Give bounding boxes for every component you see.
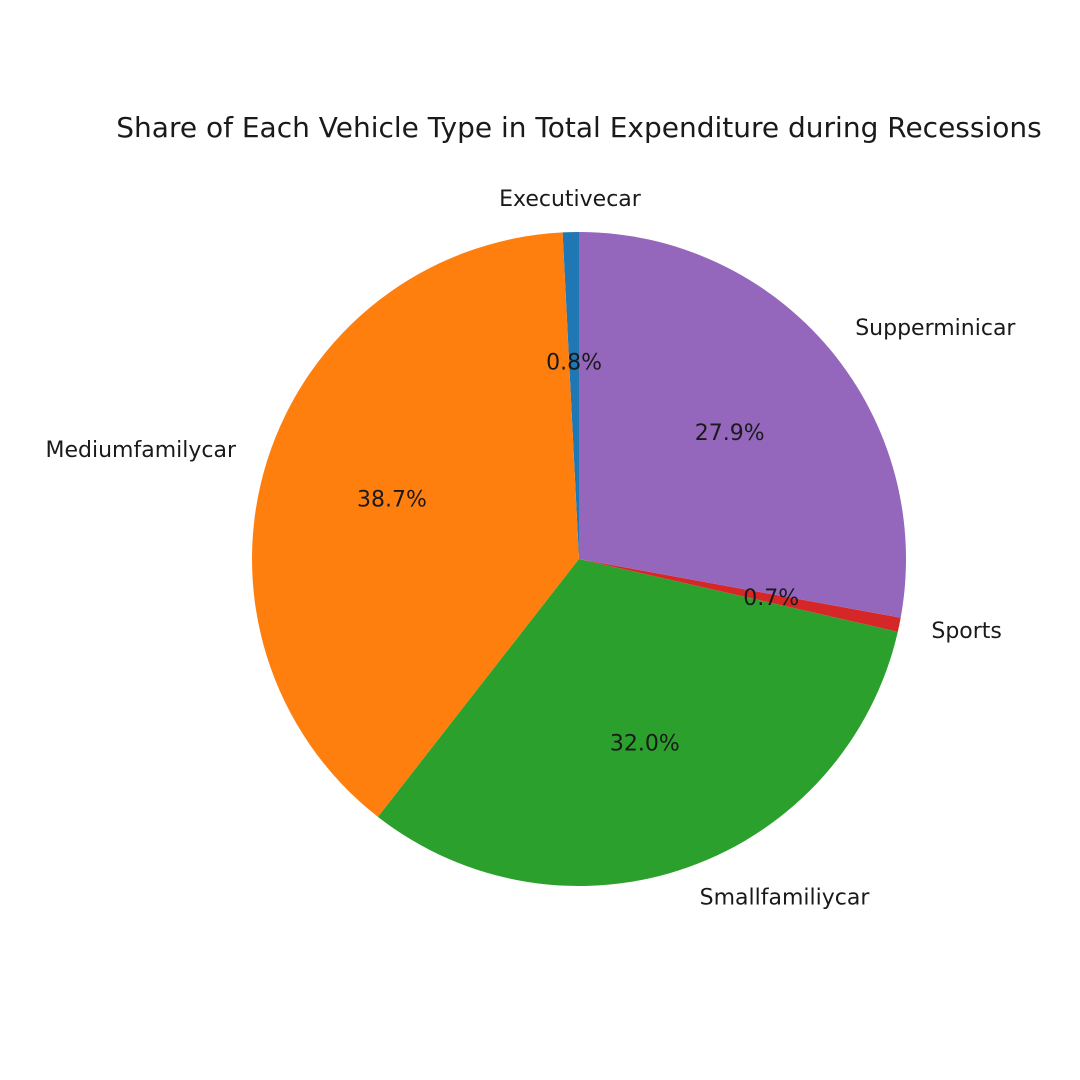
chart-title: Share of Each Vehicle Type in Total Expe… [116,111,1041,144]
pie-slice-mediumfamilycar [252,232,579,817]
pie-slice-sports [579,559,901,632]
percentage-labels: 0.8% 38.7% 32.0% 0.7% 27.9% [357,350,799,756]
category-label-supperminicar: Supperminicar [855,316,1016,341]
pct-label-smallfamiliycar: 32.0% [610,731,680,756]
pie-slice-supperminicar [579,232,906,618]
pct-label-mediumfamilycar: 38.7% [357,487,427,512]
pct-label-sports: 0.7% [743,586,799,611]
category-label-executivecar: Executivecar [499,187,642,212]
category-label-sports: Sports [931,619,1002,644]
pct-label-supperminicar: 27.9% [695,421,765,446]
category-label-smallfamiliycar: Smallfamiliycar [700,885,871,910]
pct-label-executivecar: 0.8% [546,350,602,375]
category-label-mediumfamilycar: Mediumfamilycar [46,438,237,463]
pie-slices [252,232,906,886]
pie-slice-executivecar [562,232,579,559]
pie-slice-smallfamiliycar [377,559,898,886]
category-labels: Executivecar Mediumfamilycar Smallfamiliyc… [46,187,1017,910]
